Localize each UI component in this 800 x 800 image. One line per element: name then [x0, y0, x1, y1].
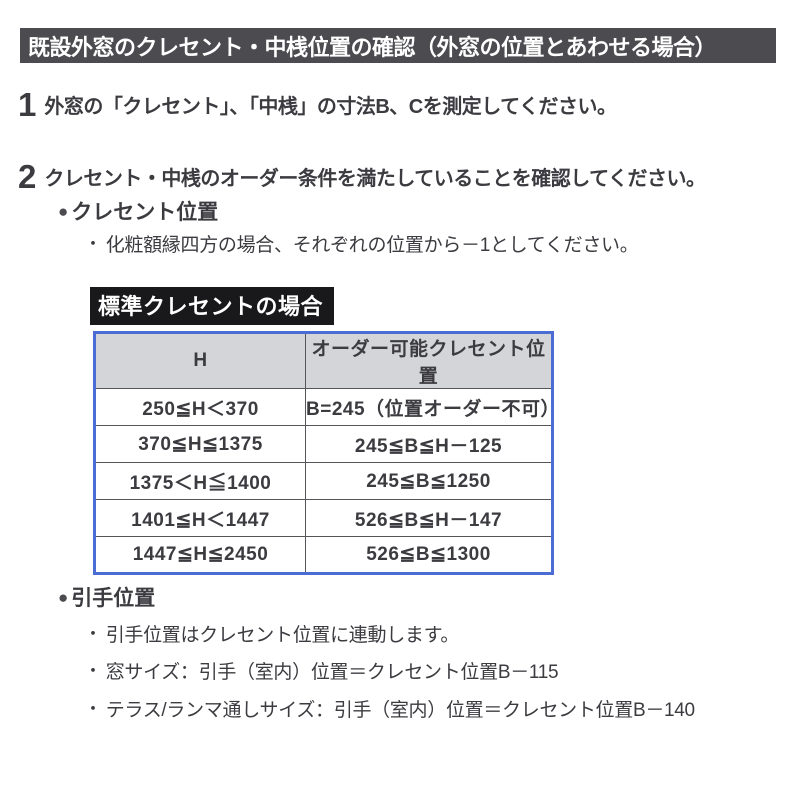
- handle-note-1: ・ 引手位置はクレセント位置に連動します。: [84, 620, 459, 647]
- table-row: 1375＜H≦1400 245≦B≦1250: [94, 462, 553, 500]
- circle-bullet-icon: ●: [58, 587, 69, 607]
- step-1-number: 1: [18, 86, 37, 123]
- table-cell-order-range: B=245（位置オーダー不可）: [305, 388, 560, 426]
- step-1-text: 外窓の「クレセント」、「中桟」の寸法B、Cを測定してください。: [44, 96, 617, 118]
- table-row: 1447≦H≦2450 526≦B≦1300: [94, 536, 553, 574]
- crescent-note: ・ 化粧額縁四方の場合、それぞれの位置から－1としてください。: [84, 230, 639, 257]
- standard-crescent-label-text: 標準クレセントの場合: [98, 294, 324, 319]
- table-cell-h-range: 1375＜H≦1400: [94, 462, 306, 500]
- table-cell-h-range: 1401≦H＜1447: [94, 499, 306, 537]
- step-1: 1 外窓の「クレセント」、「中桟」の寸法B、Cを測定してください。: [18, 88, 617, 121]
- handle-note-2: ・ 窓サイズ：引手（室内）位置＝クレセント位置B－115: [84, 657, 559, 684]
- table-row: 1401≦H＜1447 526≦B≦H－147: [94, 499, 553, 537]
- dot-bullet-icon: ・: [84, 233, 102, 254]
- crescent-note-text: 化粧額縁四方の場合、それぞれの位置から－1としてください。: [105, 235, 639, 256]
- table-cell-order-range: 245≦B≦H－125: [305, 425, 553, 463]
- step-2: 2 クレセント・中桟のオーダー条件を満たしていることを確認してください。: [18, 160, 706, 193]
- table-header-order: オーダー可能クレセント位置: [305, 332, 553, 389]
- handle-note-3-text: テラス/ランマ通しサイズ：引手（室内）位置＝クレセント位置B－140: [105, 700, 695, 721]
- dot-bullet-icon: ・: [84, 623, 102, 644]
- step-2-text: クレセント・中桟のオーダー条件を満たしていることを確認してください。: [44, 168, 706, 190]
- table-cell-h-range: 1447≦H≦2450: [94, 536, 306, 574]
- table-header-h: H: [94, 332, 306, 389]
- crescent-position-title: クレセント位置: [71, 201, 219, 224]
- table-cell-order-range: 526≦B≦1300: [305, 536, 553, 574]
- handle-note-1-text: 引手位置はクレセント位置に連動します。: [105, 625, 460, 646]
- table-header-row: H オーダー可能クレセント位置: [94, 332, 553, 389]
- crescent-position-table-wrap: H オーダー可能クレセント位置 250≦H＜370 B=245（位置オーダー不可…: [93, 331, 560, 575]
- table-cell-order-range: 245≦B≦1250: [305, 462, 553, 500]
- step-2-number: 2: [18, 158, 37, 195]
- dot-bullet-icon: ・: [84, 698, 102, 719]
- page-title-bar: 既設外窓のクレセント・中桟位置の確認（外窓の位置とあわせる場合）: [20, 28, 776, 63]
- handle-note-3: ・ テラス/ランマ通しサイズ：引手（室内）位置＝クレセント位置B－140: [84, 695, 695, 722]
- dot-bullet-icon: ・: [84, 660, 102, 681]
- table-row: 250≦H＜370 B=245（位置オーダー不可）: [94, 388, 560, 426]
- handle-position-heading: ● 引手位置: [58, 582, 155, 612]
- standard-crescent-label: 標準クレセントの場合: [90, 287, 335, 325]
- circle-bullet-icon: ●: [58, 201, 69, 221]
- crescent-position-heading: ● クレセント位置: [58, 196, 218, 226]
- table-cell-h-range: 370≦H≦1375: [94, 425, 306, 463]
- handle-position-title: 引手位置: [71, 587, 156, 610]
- handle-note-2-text: 窓サイズ：引手（室内）位置＝クレセント位置B－115: [105, 662, 559, 683]
- table-cell-order-range: 526≦B≦H－147: [305, 499, 553, 537]
- table-row: 370≦H≦1375 245≦B≦H－125: [94, 425, 553, 463]
- crescent-position-table: H オーダー可能クレセント位置 250≦H＜370 B=245（位置オーダー不可…: [93, 331, 560, 575]
- table-cell-h-range: 250≦H＜370: [94, 388, 306, 426]
- page-title: 既設外窓のクレセント・中桟位置の確認（外窓の位置とあわせる場合）: [28, 34, 717, 60]
